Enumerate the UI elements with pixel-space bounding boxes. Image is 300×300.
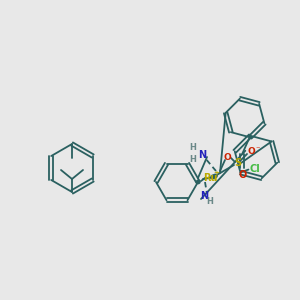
Text: Cl: Cl: [249, 164, 260, 174]
Text: ⁻: ⁻: [256, 145, 260, 154]
Text: S: S: [234, 158, 242, 168]
Text: H: H: [207, 197, 213, 206]
Text: O: O: [223, 154, 231, 163]
Text: Ru: Ru: [203, 173, 217, 183]
Text: H: H: [190, 155, 196, 164]
Text: N: N: [198, 150, 206, 160]
Text: O: O: [247, 148, 255, 157]
Text: H: H: [190, 143, 196, 152]
Text: O: O: [238, 170, 246, 180]
Text: N: N: [200, 191, 208, 201]
Text: +: +: [213, 170, 219, 176]
